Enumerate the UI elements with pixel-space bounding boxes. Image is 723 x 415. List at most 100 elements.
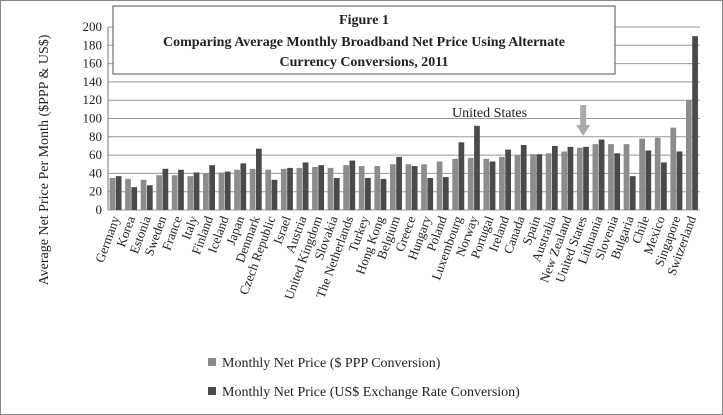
legend-swatch (208, 358, 216, 366)
bar (499, 156, 505, 210)
bar (115, 176, 122, 210)
bar (318, 165, 325, 210)
bar (140, 179, 147, 210)
bar (396, 156, 402, 210)
chart-title: Figure 1 (339, 13, 389, 28)
bar (296, 167, 303, 210)
chart-subtitle: Currency Conversions, 2011 (280, 55, 449, 70)
bar (623, 144, 630, 210)
bar (265, 169, 272, 210)
bar (645, 150, 652, 210)
bar (685, 100, 692, 210)
bar (131, 187, 138, 210)
bar (218, 172, 225, 210)
bar (156, 175, 163, 210)
bar (629, 176, 636, 210)
y-tick-label: 40 (89, 165, 102, 180)
legend-label: Monthly Net Price (US$ Exchange Rate Con… (222, 385, 520, 400)
bar (343, 165, 349, 210)
bar (349, 160, 356, 210)
bar (405, 164, 412, 210)
bar (358, 166, 365, 210)
y-tick-label: 80 (89, 129, 102, 144)
bar (327, 167, 334, 210)
bar (474, 125, 480, 210)
bar (109, 177, 116, 210)
bar (536, 154, 543, 210)
bar (187, 176, 194, 210)
bar (661, 162, 667, 210)
title-box (112, 5, 616, 75)
bar (654, 137, 661, 210)
annotation-arrowhead (576, 125, 591, 136)
bar (583, 146, 589, 210)
bar (598, 139, 605, 210)
y-tick-label: 200 (83, 19, 103, 34)
bar (452, 158, 459, 210)
y-tick-label: 140 (83, 74, 103, 89)
y-axis-label: Average Net Price Per Month ($PPP & US$) (37, 34, 52, 285)
bar (125, 178, 131, 210)
bar (302, 162, 309, 210)
bar (374, 166, 381, 210)
bar (146, 185, 153, 210)
bar (162, 168, 169, 210)
bar (483, 158, 490, 210)
bar (670, 127, 677, 210)
bar (442, 177, 449, 210)
annotation-arrow (580, 105, 587, 125)
bar (203, 173, 209, 210)
bar (312, 166, 318, 210)
bar (421, 164, 427, 210)
bar (552, 145, 558, 210)
bar (608, 144, 614, 210)
bar (676, 151, 683, 210)
bar (576, 147, 583, 210)
y-tick-label: 180 (83, 37, 103, 52)
annotation: United States (452, 106, 527, 121)
bar (224, 171, 231, 210)
bar (520, 145, 527, 210)
bar (271, 179, 278, 210)
bar (505, 149, 511, 210)
bar (639, 138, 645, 210)
y-tick-label: 100 (83, 111, 103, 126)
y-tick-label: 0 (96, 202, 103, 217)
y-tick-label: 20 (89, 184, 102, 199)
bar (240, 163, 247, 210)
bar (545, 153, 552, 210)
bar (530, 154, 536, 210)
bar (436, 161, 443, 210)
bar (380, 178, 387, 210)
bar (178, 169, 184, 210)
bar (234, 169, 240, 210)
bar (514, 155, 521, 210)
bar (427, 177, 434, 210)
bar (249, 168, 256, 210)
legend-label: Monthly Net Price ($ PPP Conversion) (222, 356, 441, 371)
legend-swatch (208, 387, 216, 395)
bar (171, 175, 178, 210)
y-tick-label: 60 (89, 147, 102, 162)
bar (333, 177, 340, 210)
bar (592, 144, 599, 210)
bar (561, 151, 568, 210)
bar (467, 157, 474, 210)
bar (389, 164, 396, 210)
y-tick-label: 160 (83, 56, 103, 71)
bar (287, 167, 293, 210)
bar (209, 165, 215, 210)
bar (280, 168, 287, 210)
bar (614, 153, 621, 210)
y-tick-label: 120 (83, 92, 103, 107)
bar (458, 142, 465, 210)
bar (489, 161, 496, 210)
bar (365, 177, 371, 210)
chart-subtitle: Comparing Average Monthly Broadband Net … (163, 35, 565, 50)
bar (692, 36, 698, 211)
bar (256, 148, 262, 210)
bar (567, 146, 574, 210)
bar (193, 172, 200, 210)
bar (411, 166, 418, 210)
